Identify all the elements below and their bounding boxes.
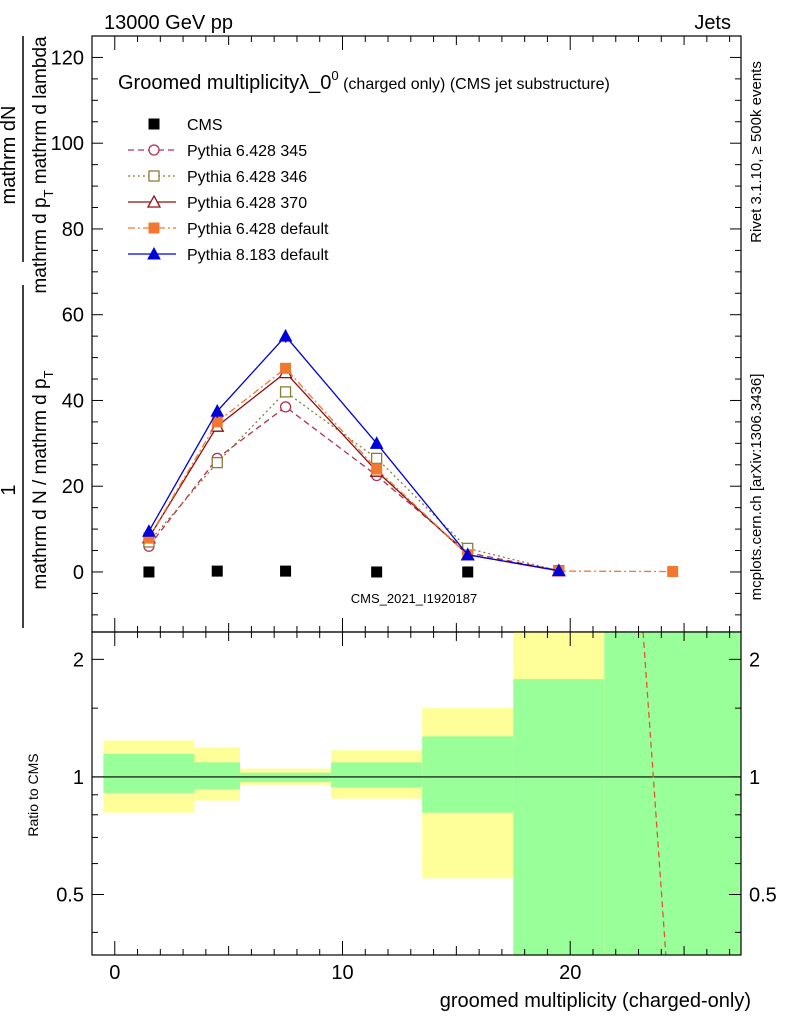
analysis-watermark: CMS_2021_I1920187 xyxy=(351,591,478,606)
x-tick-label: 10 xyxy=(331,962,353,984)
header-category-label: Jets xyxy=(694,12,731,34)
ratio-plot-border xyxy=(91,631,742,956)
y-tick-label: 60 xyxy=(62,305,84,327)
y-tick-label: 20 xyxy=(62,476,84,498)
data-point-cms xyxy=(211,565,223,577)
data-point-pythia-6-428-345 xyxy=(279,401,292,413)
rivet-version-label: Rivet 3.1.10, ≥ 500k events xyxy=(748,61,765,243)
ylabel-numerator: mathrm dN xyxy=(0,106,20,205)
ratio-y-tick-label-left: 0.5 xyxy=(56,885,84,907)
main-ylabel: 1 mathrm dN mathrm d pT mathrm d lambda … xyxy=(0,36,56,628)
x-tick-label: 20 xyxy=(559,962,581,984)
ratio-frame: 0.5 0.51 12 20 10 20 xyxy=(56,631,777,984)
legend-label-pythia-6-428-default: Pythia 6.428 default xyxy=(187,221,329,238)
data-point-pythia-6-428-default xyxy=(667,566,679,578)
legend-label-pythia-8-183-default: Pythia 8.183 default xyxy=(187,247,329,264)
y-tick-label: 120 xyxy=(51,47,84,69)
data-point-cms xyxy=(143,566,155,578)
data-point-pythia-6-428-346 xyxy=(211,456,223,469)
ratio-y-tick-label-right: 0.5 xyxy=(749,885,777,907)
mcplots-label: mcplots.cern.ch [arXiv:1306.3436] xyxy=(748,374,765,601)
ratio-y-tick-label-left: 2 xyxy=(73,649,84,671)
series-line-pythia-6-428-370 xyxy=(148,371,559,572)
ylabel-lower-denominator: mathrm d N / mathrm d pT xyxy=(30,370,56,589)
series-line-pythia-6-428-346 xyxy=(148,391,559,572)
data-point-pythia-8-183-default xyxy=(278,329,293,342)
legend-label-pythia-6-428-346: Pythia 6.428 346 xyxy=(187,169,307,186)
ratio-band-green xyxy=(194,762,241,790)
ratio-band-green xyxy=(103,753,195,793)
main-series-layer xyxy=(141,329,679,578)
xlabel: groomed multiplicity (charged-only) xyxy=(440,990,751,1012)
legend-marker-pythia-6-428-default xyxy=(148,222,160,234)
data-point-pythia-8-183-default xyxy=(142,524,156,537)
data-point-pythia-6-428-default xyxy=(371,463,383,475)
legend-marker-pythia-6-428-346 xyxy=(148,170,160,182)
ratio-y-tick-label-right: 2 xyxy=(749,649,760,671)
data-point-pythia-6-428-default xyxy=(280,362,292,374)
ratio-series-line xyxy=(642,631,667,956)
data-point-cms xyxy=(462,566,474,578)
legend-label-pythia-6-428-370: Pythia 6.428 370 xyxy=(187,195,307,212)
series-line-pythia-6-428-default xyxy=(148,367,673,573)
y-tick-label: 100 xyxy=(51,133,84,155)
legend-marker-cms xyxy=(148,118,160,130)
data-point-pythia-8-183-default xyxy=(551,563,566,577)
legend: CMS Pythia 6.428 345 Pythia 6.428 346 Pythi… xyxy=(128,117,329,264)
legend-marker-pythia-6-428-370 xyxy=(146,194,162,208)
y-tick-label: 40 xyxy=(62,390,84,412)
legend-marker-pythia-8-183-default xyxy=(147,246,161,260)
ylabel-denominator: mathrm d pT mathrm d lambda xyxy=(30,36,56,294)
ratio-band-green xyxy=(331,762,423,788)
ratio-panel xyxy=(92,631,741,956)
legend-marker-pythia-6-428-345 xyxy=(148,144,160,156)
data-point-pythia-8-183-default xyxy=(460,547,475,561)
ratio-band-green xyxy=(422,736,514,813)
data-point-pythia-8-183-default xyxy=(210,404,225,417)
ratio-band-green xyxy=(604,632,741,955)
ylabel-prefix: 1 xyxy=(0,484,20,495)
header-energy-label: 13000 GeV pp xyxy=(104,12,233,34)
legend-label-pythia-6-428-345: Pythia 6.428 345 xyxy=(187,143,307,160)
data-point-pythia-8-183-default xyxy=(369,436,384,449)
data-point-cms xyxy=(371,566,383,578)
series-line-pythia-6-428-345 xyxy=(148,406,559,572)
legend-label-cms: CMS xyxy=(187,117,223,134)
ratio-ylabel: Ratio to CMS xyxy=(25,753,41,836)
ratio-band-green xyxy=(513,679,605,955)
data-point-cms xyxy=(280,565,292,577)
y-tick-label: 80 xyxy=(62,219,84,241)
chart-title: Groomed multiplicityλ_00 (charged only) … xyxy=(118,68,610,94)
x-tick-label: 0 xyxy=(109,962,120,984)
y-tick-label: 0 xyxy=(73,562,84,584)
ratio-y-tick-label-left: 1 xyxy=(73,767,84,789)
ratio-y-tick-label-right: 1 xyxy=(749,767,760,789)
data-point-pythia-6-428-346 xyxy=(370,452,383,464)
series-line-pythia-8-183-default xyxy=(148,335,559,572)
data-point-pythia-6-428-346 xyxy=(279,386,292,398)
